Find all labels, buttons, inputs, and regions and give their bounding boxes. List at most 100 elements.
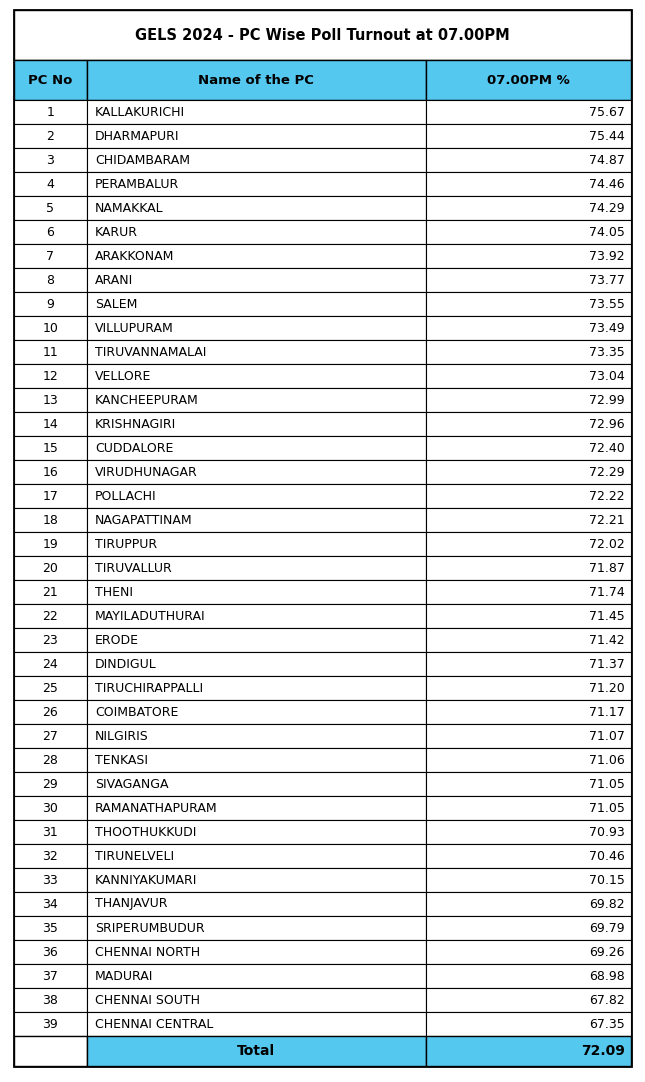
- Text: 16: 16: [43, 465, 58, 478]
- Bar: [426, 436, 631, 460]
- Text: 07.00PM %: 07.00PM %: [487, 74, 570, 87]
- Bar: [14, 484, 87, 509]
- Bar: [14, 436, 87, 460]
- Text: SIVAGANGA: SIVAGANGA: [95, 778, 168, 791]
- Bar: [14, 700, 87, 724]
- Bar: [426, 172, 631, 196]
- Bar: [87, 652, 426, 676]
- Bar: [87, 1012, 426, 1035]
- Bar: [14, 652, 87, 676]
- Bar: [14, 844, 87, 868]
- Bar: [14, 988, 87, 1012]
- Bar: [14, 364, 87, 388]
- Text: 73.77: 73.77: [589, 274, 625, 287]
- Bar: [87, 292, 426, 316]
- Text: 75.44: 75.44: [590, 130, 625, 143]
- Bar: [426, 268, 631, 292]
- Text: 71.20: 71.20: [590, 682, 625, 695]
- Text: 17: 17: [43, 489, 58, 502]
- Bar: [14, 100, 87, 124]
- Text: 21: 21: [43, 585, 58, 598]
- Text: 34: 34: [43, 897, 58, 910]
- Bar: [87, 268, 426, 292]
- Bar: [426, 1035, 631, 1066]
- Bar: [87, 964, 426, 988]
- Bar: [14, 771, 87, 796]
- Bar: [426, 556, 631, 580]
- Bar: [426, 124, 631, 148]
- Text: 23: 23: [43, 633, 58, 647]
- Text: 3: 3: [46, 154, 54, 167]
- Bar: [14, 196, 87, 220]
- Bar: [87, 748, 426, 771]
- Text: 71.05: 71.05: [589, 778, 625, 791]
- Text: 35: 35: [43, 922, 58, 935]
- Bar: [87, 532, 426, 556]
- Bar: [87, 412, 426, 436]
- Text: CHENNAI CENTRAL: CHENNAI CENTRAL: [95, 1017, 213, 1030]
- Bar: [87, 628, 426, 652]
- Bar: [426, 60, 631, 100]
- Text: 11: 11: [43, 345, 58, 358]
- Bar: [426, 388, 631, 412]
- Bar: [87, 820, 426, 844]
- Bar: [14, 124, 87, 148]
- Bar: [14, 532, 87, 556]
- Text: TIRUPPUR: TIRUPPUR: [95, 538, 157, 551]
- Text: DHARMAPURI: DHARMAPURI: [95, 130, 179, 143]
- Text: 24: 24: [43, 658, 58, 671]
- Bar: [14, 628, 87, 652]
- Bar: [87, 916, 426, 940]
- Text: 15: 15: [43, 441, 58, 454]
- Text: 73.92: 73.92: [590, 250, 625, 263]
- Bar: [426, 892, 631, 916]
- Bar: [14, 388, 87, 412]
- Bar: [14, 916, 87, 940]
- Bar: [14, 820, 87, 844]
- Text: Name of the PC: Name of the PC: [198, 74, 314, 87]
- Bar: [87, 509, 426, 532]
- Bar: [14, 892, 87, 916]
- Text: 70.15: 70.15: [589, 873, 625, 886]
- Text: SALEM: SALEM: [95, 298, 137, 311]
- Text: 28: 28: [43, 753, 58, 766]
- Bar: [426, 700, 631, 724]
- Bar: [426, 940, 631, 964]
- Bar: [426, 340, 631, 364]
- Text: 39: 39: [43, 1017, 58, 1030]
- Text: 32: 32: [43, 849, 58, 862]
- Bar: [87, 940, 426, 964]
- Bar: [87, 124, 426, 148]
- Bar: [426, 748, 631, 771]
- Bar: [14, 604, 87, 628]
- Text: TIRUVALLUR: TIRUVALLUR: [95, 562, 172, 575]
- Bar: [426, 364, 631, 388]
- Bar: [426, 604, 631, 628]
- Text: 12: 12: [43, 369, 58, 383]
- Text: KANNIYAKUMARI: KANNIYAKUMARI: [95, 873, 197, 886]
- Text: 5: 5: [46, 201, 54, 214]
- Bar: [14, 1035, 87, 1066]
- Bar: [426, 532, 631, 556]
- Text: 70.46: 70.46: [590, 849, 625, 862]
- Text: 71.42: 71.42: [590, 633, 625, 647]
- Bar: [14, 340, 87, 364]
- Text: KARUR: KARUR: [95, 225, 138, 238]
- Bar: [14, 676, 87, 700]
- Text: 2: 2: [46, 130, 54, 143]
- Bar: [87, 580, 426, 604]
- Bar: [87, 220, 426, 245]
- Text: TIRUNELVELI: TIRUNELVELI: [95, 849, 174, 862]
- Text: NAMAKKAL: NAMAKKAL: [95, 201, 163, 214]
- Bar: [87, 868, 426, 892]
- Bar: [14, 412, 87, 436]
- Text: POLLACHI: POLLACHI: [95, 489, 157, 502]
- Text: 20: 20: [43, 562, 58, 575]
- Bar: [87, 484, 426, 509]
- Bar: [426, 460, 631, 484]
- Bar: [14, 509, 87, 532]
- Text: 4: 4: [46, 177, 54, 190]
- Bar: [87, 844, 426, 868]
- Bar: [87, 771, 426, 796]
- Bar: [14, 460, 87, 484]
